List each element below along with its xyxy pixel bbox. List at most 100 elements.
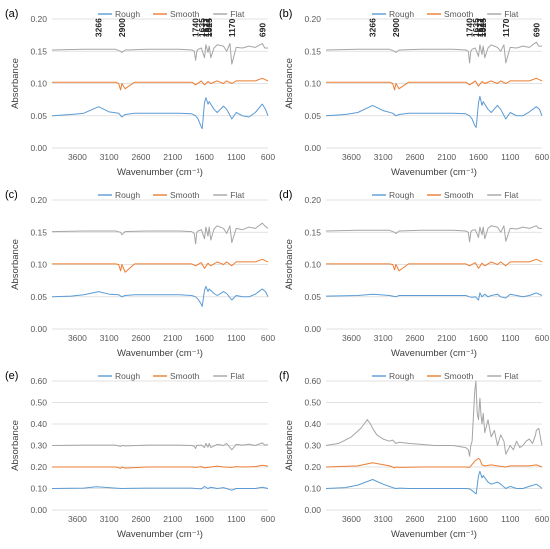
x-tick-label: 1100: [501, 333, 520, 343]
y-axis-label: Absorbance: [284, 239, 295, 290]
x-tick-label: 1600: [195, 152, 214, 162]
y-tick-label: 0.10: [304, 484, 321, 494]
legend-label: Flat: [230, 9, 245, 19]
peak-annotation: 3266: [368, 18, 378, 37]
y-axis-label: Absorbance: [284, 420, 295, 471]
x-tick-label: 1600: [195, 333, 214, 343]
y-tick-label: 0.00: [304, 143, 321, 153]
x-tick-label: 1100: [227, 333, 246, 343]
y-tick-label: 0.20: [304, 195, 321, 205]
x-axis-label: Wavenumber (cm⁻¹): [391, 167, 477, 178]
x-tick-label: 1100: [501, 514, 520, 524]
chart-panel: 0.00 0.10 0.20 0.30 0.40 0.50 0.60 3600 3100 2600…: [279, 370, 549, 540]
y-tick-label: 0.10: [304, 260, 321, 270]
series-line-flat: [325, 225, 542, 243]
y-tick-label: 0.30: [304, 441, 321, 451]
x-tick-label: 3100: [100, 514, 119, 524]
series-line-flat: [325, 41, 542, 64]
x-tick-label: 1100: [227, 152, 246, 162]
y-tick-label: 0.00: [30, 505, 47, 515]
x-tick-label: 3100: [100, 333, 119, 343]
legend-label: Rough: [389, 371, 414, 381]
y-tick-label: 0.05: [304, 292, 321, 302]
y-tick-label: 0.10: [30, 79, 47, 89]
legend-label: Smooth: [170, 190, 200, 200]
peak-annotation: 3266: [94, 18, 104, 37]
peak-annotation: 2900: [391, 18, 401, 37]
series-line-flat: [51, 43, 268, 65]
legend-label: Rough: [115, 190, 140, 200]
peak-annotation: 1525: [478, 18, 488, 37]
x-tick-label: 1100: [227, 514, 246, 524]
legend-label: Smooth: [170, 371, 200, 381]
chart-panel: 0.00 0.05 0.10 0.15 0.20 3600 3100 2600 2100 1600…: [279, 189, 549, 359]
x-tick-label: 600: [261, 333, 275, 343]
x-tick-label: 2100: [163, 514, 182, 524]
series-line-flat: [51, 442, 269, 451]
x-tick-label: 2100: [163, 333, 182, 343]
peak-annotation: 2900: [117, 18, 127, 37]
panel-label: (b): [279, 8, 292, 20]
legend-label: Smooth: [170, 9, 200, 19]
x-tick-label: 600: [535, 152, 549, 162]
legend-label: Rough: [389, 190, 414, 200]
panel-label: (a): [5, 8, 18, 20]
x-tick-label: 1600: [195, 514, 214, 524]
x-axis-label: Wavenumber (cm⁻¹): [391, 348, 477, 359]
x-tick-label: 2600: [405, 514, 424, 524]
y-axis-label: Absorbance: [10, 420, 21, 471]
y-tick-label: 0.15: [30, 46, 47, 56]
y-tick-label: 0.60: [30, 376, 47, 386]
peak-annotation: 1577: [475, 18, 485, 37]
x-tick-label: 2100: [437, 514, 456, 524]
y-axis-label: Absorbance: [10, 239, 21, 290]
y-tick-label: 0.05: [304, 111, 321, 121]
chart-panel: 0.00 0.05 0.10 0.15 0.20 3600 3100 2600 2100 1600…: [279, 8, 549, 178]
x-tick-label: 2600: [405, 333, 424, 343]
series-line-smooth: [52, 258, 269, 273]
series-line-smooth: [52, 77, 269, 91]
x-tick-label: 1600: [469, 152, 488, 162]
legend-label: Flat: [504, 190, 519, 200]
legend-label: Rough: [389, 9, 414, 19]
y-tick-label: 0.50: [30, 398, 47, 408]
chart-panel: 0.00 0.10 0.20 0.30 0.40 0.50 0.60 3600 3100 2600…: [5, 370, 275, 540]
series-line-smooth: [326, 258, 543, 272]
series-line-flat: [325, 380, 543, 457]
peak-annotation: 690: [257, 23, 267, 37]
x-tick-label: 2100: [163, 152, 182, 162]
x-tick-label: 2100: [437, 333, 456, 343]
y-tick-label: 0.10: [304, 79, 321, 89]
legend-label: Flat: [230, 190, 245, 200]
panel-label: (c): [5, 189, 18, 201]
y-tick-label: 0.50: [304, 398, 321, 408]
y-tick-label: 0.15: [30, 227, 47, 237]
y-tick-label: 0.40: [304, 419, 321, 429]
series-line-rough: [325, 292, 543, 301]
x-axis-label: Wavenumber (cm⁻¹): [117, 348, 203, 359]
x-tick-label: 3100: [374, 333, 393, 343]
panel-label: (d): [279, 189, 292, 201]
peak-annotation: 1635: [471, 18, 481, 37]
legend-label: Flat: [230, 371, 245, 381]
peak-annotation: 1544: [477, 18, 487, 37]
x-tick-label: 3100: [100, 152, 119, 162]
peak-annotation: 1635: [197, 18, 207, 37]
legend-label: Flat: [504, 371, 519, 381]
y-tick-label: 0.40: [30, 419, 47, 429]
series-line-rough: [51, 285, 269, 307]
x-tick-label: 2600: [405, 152, 424, 162]
peak-annotation: 1525: [204, 18, 214, 37]
y-tick-label: 0.00: [304, 505, 321, 515]
y-tick-label: 0.20: [30, 14, 47, 24]
series-line-flat: [51, 222, 269, 245]
y-tick-label: 0.10: [30, 260, 47, 270]
x-tick-label: 600: [535, 333, 549, 343]
y-tick-label: 0.05: [30, 111, 47, 121]
legend-label: Smooth: [444, 9, 474, 19]
x-tick-label: 3600: [342, 514, 361, 524]
panel-label: (e): [5, 370, 18, 382]
x-tick-label: 3600: [68, 514, 87, 524]
